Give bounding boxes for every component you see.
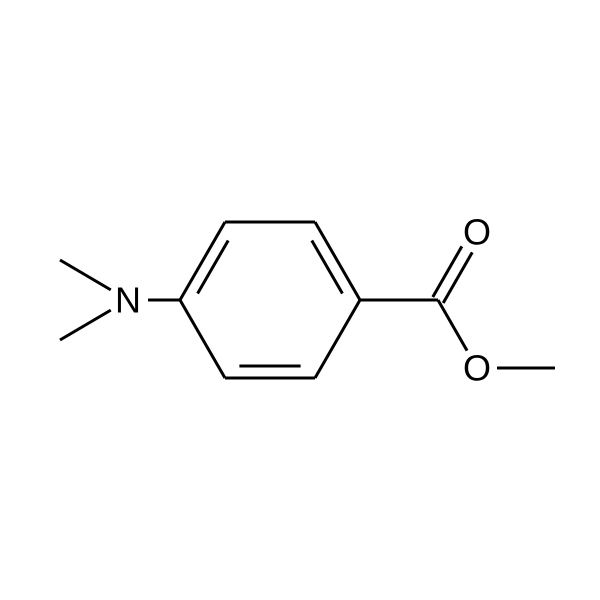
- atom-label-o: O: [463, 348, 491, 389]
- chemical-structure-diagram: N O O: [0, 0, 600, 600]
- atom-label-o: O: [463, 212, 491, 253]
- atom-label-n: N: [115, 280, 141, 321]
